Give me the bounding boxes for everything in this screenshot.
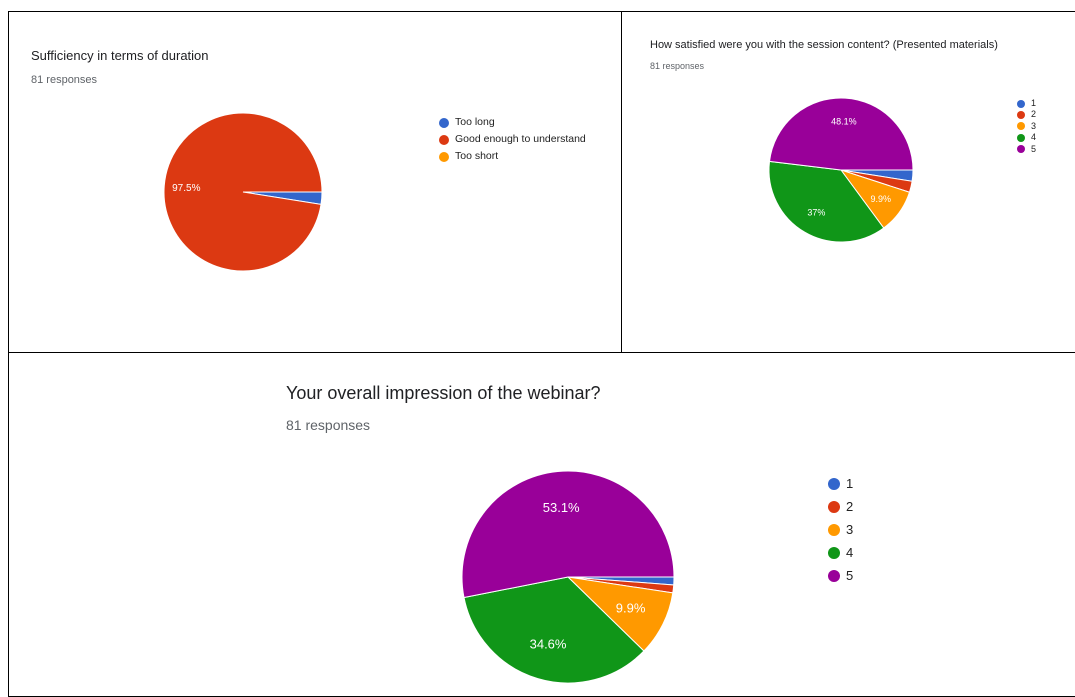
legend-label: 1 [1031,98,1037,108]
legend-item: 4 [828,541,853,564]
legend-label: 5 [1031,143,1037,154]
pie-chart-overall-impression: 9.9% 34.6% 53.1% [461,470,675,684]
legend-swatch [828,569,840,582]
legend-swatch [1017,133,1025,142]
legend-item: 4 [1017,132,1036,143]
pie-chart-duration: 97.5% [163,112,323,272]
pie-slice-5 [768,97,914,171]
legend-item: 2 [828,495,853,518]
chart-panel-overall-impression: Your overall impression of the webinar? … [8,352,1075,697]
legend-item: Too long [439,114,586,131]
legend-item: 5 [1017,144,1036,155]
legend-label: 3 [1031,120,1037,131]
legend-swatch [439,117,449,128]
legend-swatch [1017,145,1025,154]
legend-item: 2 [1017,109,1036,120]
chart-subtitle: 81 responses [286,417,371,433]
pie-slice-label: 9.9% [616,601,646,616]
chart-title: Sufficiency in terms of duration [31,48,209,63]
pie-slice-label: 34.6% [530,637,567,652]
chart-title: Your overall impression of the webinar? [286,383,601,403]
legend-label: 4 [1031,132,1037,143]
legend-swatch [828,546,840,559]
chart-title: How satisfied were you with the session … [650,39,998,51]
chart-subtitle: 81 responses [650,61,705,71]
pie-slice-4 [463,576,645,684]
pie-slice-label: 97.5% [172,183,200,194]
legend-item: 3 [828,518,853,541]
legend-item: Good enough to understand [439,131,586,148]
chart-panel-duration: Sufficiency in terms of duration 81 resp… [8,11,622,353]
legend-swatch [439,151,449,162]
legend-swatch [439,134,449,145]
chart-subtitle: 81 responses [31,74,98,86]
legend-item: 1 [1017,98,1036,109]
chart-legend: Too long Good enough to understand Too sho… [439,114,586,165]
legend-item: 3 [1017,121,1036,132]
pie-slice-4 [768,160,885,243]
legend-swatch [828,500,840,513]
chart-legend: 1 2 3 4 5 [828,472,853,587]
legend-label: 1 [846,476,854,491]
legend-label: 5 [846,568,854,583]
pie-slice-5 [461,470,675,599]
legend-item: 5 [828,564,853,587]
pie-slice-good-enough-to-understand [163,112,323,272]
legend-label: Good enough to understand [455,133,586,145]
legend-item: 1 [828,472,853,495]
legend-label: Too long [455,116,495,128]
legend-swatch [1017,99,1025,108]
legend-label: 2 [846,499,854,514]
legend-label: Too short [455,150,499,162]
legend-swatch [828,477,840,490]
legend-item: Too short [439,148,586,165]
pie-slice-label: 37% [807,207,825,217]
legend-swatch [1017,122,1025,131]
pie-chart-session-content: 9.9% 37% 48.1% [768,97,914,243]
legend-label: 2 [1031,109,1037,120]
pie-slice-label: 53.1% [543,500,580,515]
pie-slice-label: 9.9% [870,194,891,204]
chart-panel-session-content: How satisfied were you with the session … [621,11,1075,353]
legend-label: 3 [846,522,854,537]
legend-swatch [1017,111,1025,120]
legend-swatch [828,523,840,536]
legend-label: 4 [846,545,854,560]
pie-slice-label: 48.1% [831,116,857,126]
